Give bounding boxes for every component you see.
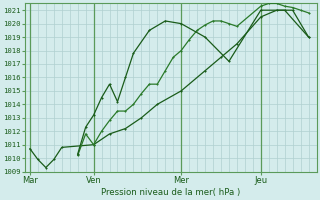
X-axis label: Pression niveau de la mer( hPa ): Pression niveau de la mer( hPa ): [101, 188, 240, 197]
